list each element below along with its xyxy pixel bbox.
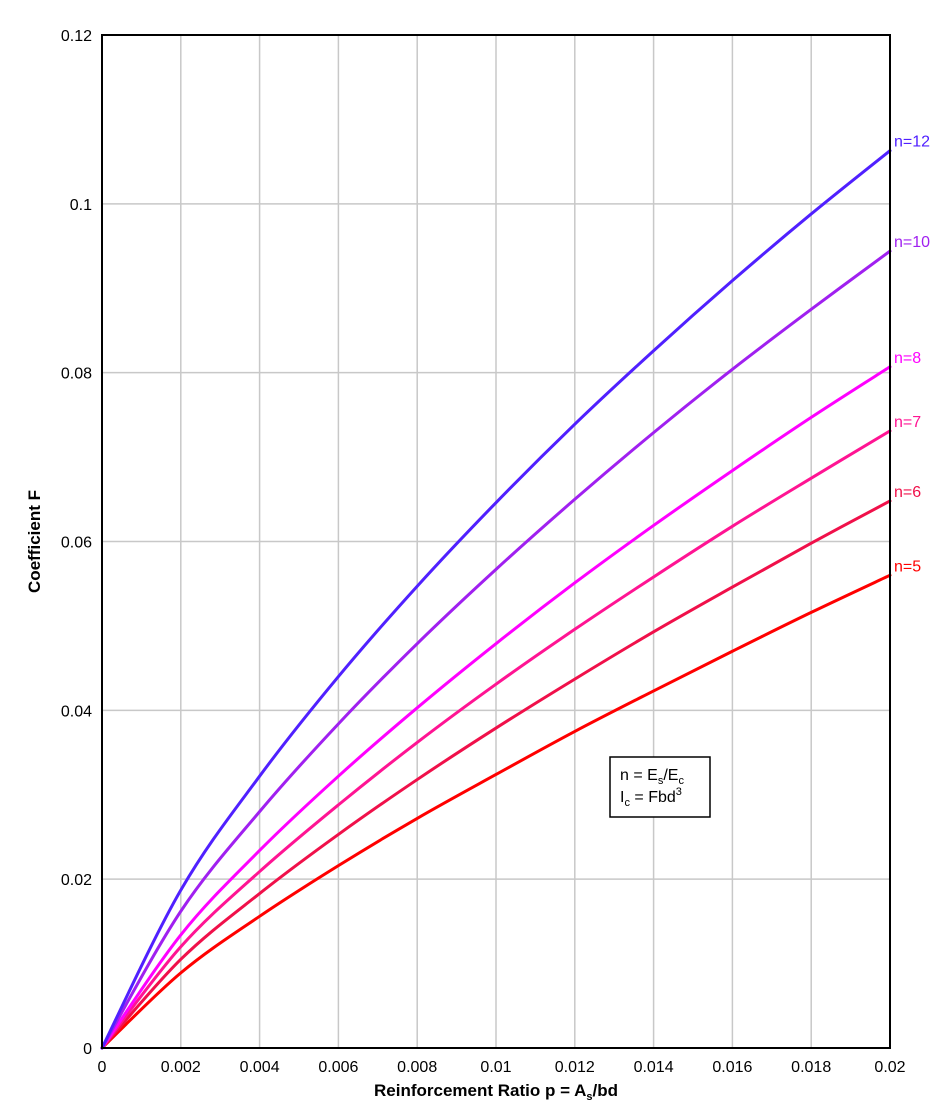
annotation-line-2-sup: 3 [676, 786, 682, 798]
x-axis-title-tail: /bd [593, 1081, 619, 1100]
x-tick-label: 0.004 [240, 1059, 280, 1076]
x-axis-title: Reinforcement Ratio p = As/bd [374, 1081, 618, 1103]
series-line-n8 [100, 365, 892, 1050]
annotation-line-1-sub1: s [658, 775, 664, 787]
annotation-line-1-sub2: c [678, 775, 684, 787]
y-tick-label: 0.1 [70, 197, 92, 214]
x-tick-label: 0.012 [555, 1059, 595, 1076]
series-line-n6 [100, 499, 892, 1050]
x-axis-title-main: Reinforcement Ratio p = A [374, 1081, 586, 1100]
annotation-line-1-mid: /E [663, 767, 678, 784]
x-tick-label: 0.008 [397, 1059, 437, 1076]
x-tick-label: 0.014 [634, 1059, 674, 1076]
x-tick-label: 0.006 [318, 1059, 358, 1076]
x-tick-label: 0.018 [791, 1059, 831, 1076]
series-label-n10: n=10 [894, 234, 930, 251]
annotation-line-1: n = Es/Ec [620, 767, 684, 787]
x-tick-label: 0.016 [712, 1059, 752, 1076]
y-tick-label: 0.06 [61, 535, 92, 552]
series-line-n5 [100, 573, 892, 1050]
y-axis-title: Coefficient F [25, 490, 44, 593]
y-tick-label: 0.08 [61, 366, 92, 383]
series-label-n7: n=7 [894, 414, 921, 431]
series-label-n8: n=8 [894, 350, 921, 367]
y-tick-label: 0.12 [61, 28, 92, 45]
y-tick-label: 0.04 [61, 703, 92, 720]
series-label-n12: n=12 [894, 134, 930, 151]
series-labels: n=5 n=6 n=7 n=8 n=10 n=12 [894, 134, 930, 576]
x-tick-label: 0.01 [480, 1059, 511, 1076]
series-line-n12 [100, 149, 892, 1050]
annotation-box: n = Es/Ec Ic = Fbd3 [609, 756, 711, 818]
x-tick-label: 0.002 [161, 1059, 201, 1076]
x-tick-label: 0.02 [874, 1059, 905, 1076]
series-line-n7 [100, 429, 892, 1050]
series-line-n10 [100, 249, 892, 1050]
annotation-line-2-pre: I [620, 789, 624, 806]
plot-frame [101, 34, 891, 1049]
series-lines [100, 149, 892, 1050]
annotation-line-2-mid: = Fbd [630, 789, 676, 806]
annotation-border [609, 756, 711, 818]
y-tick-label: 0 [83, 1041, 92, 1058]
y-tick-labels: 0 0.02 0.04 0.06 0.08 0.1 0.12 [61, 28, 92, 1058]
annotation-line-1-pre: n = E [620, 767, 658, 784]
x-tick-label: 0 [98, 1059, 107, 1076]
grid-lines [102, 35, 890, 1048]
annotation-line-2: Ic = Fbd3 [620, 786, 682, 809]
x-tick-labels: 0 0.002 0.004 0.006 0.008 0.01 0.012 0.014 0.016… [98, 1059, 906, 1076]
annotation-line-2-sub: c [624, 797, 630, 809]
x-axis-title-subscript: s [586, 1091, 592, 1103]
series-label-n6: n=6 [894, 484, 921, 501]
y-tick-label: 0.02 [61, 872, 92, 889]
series-label-n5: n=5 [894, 558, 921, 575]
